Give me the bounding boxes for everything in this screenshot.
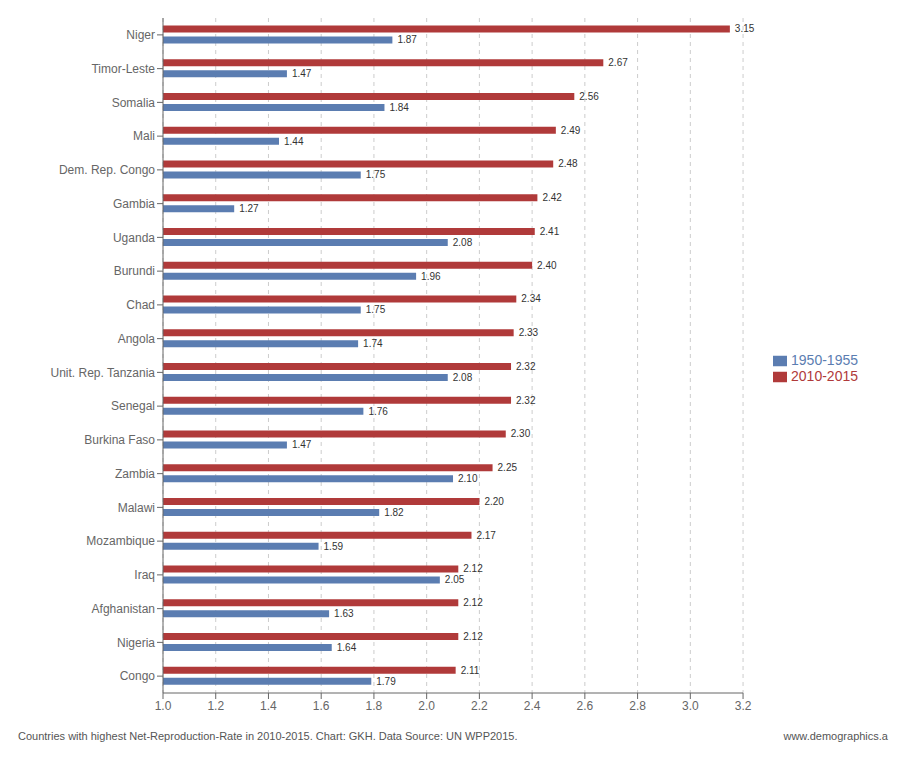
svg-text:1.8: 1.8	[366, 699, 383, 713]
svg-text:2.08: 2.08	[453, 237, 473, 248]
svg-text:2.20: 2.20	[484, 496, 504, 507]
svg-text:2.0: 2.0	[418, 699, 435, 713]
svg-text:2.32: 2.32	[516, 395, 536, 406]
svg-text:2.42: 2.42	[542, 192, 562, 203]
svg-text:2.12: 2.12	[463, 563, 483, 574]
svg-text:2.33: 2.33	[519, 327, 539, 338]
svg-text:1.0: 1.0	[155, 699, 172, 713]
svg-text:Malawi: Malawi	[118, 501, 155, 515]
svg-text:1.75: 1.75	[366, 169, 386, 180]
svg-text:1.75: 1.75	[366, 304, 386, 315]
svg-text:Timor-Leste: Timor-Leste	[91, 62, 155, 76]
svg-text:Burundi: Burundi	[114, 264, 155, 278]
svg-text:2.40: 2.40	[537, 260, 557, 271]
svg-text:Nigeria: Nigeria	[117, 636, 155, 650]
svg-text:Dem. Rep. Congo: Dem. Rep. Congo	[59, 163, 155, 177]
svg-text:1.87: 1.87	[397, 34, 417, 45]
svg-text:1.44: 1.44	[284, 136, 304, 147]
svg-text:2.67: 2.67	[608, 57, 628, 68]
svg-text:1.96: 1.96	[421, 271, 441, 282]
svg-text:2.12: 2.12	[463, 597, 483, 608]
svg-text:2.8: 2.8	[629, 699, 646, 713]
html-text:2010-2015: 2010-2015	[791, 368, 858, 384]
html-text:Countries with highest Net-Rep: Countries with highest Net-Reproduction-…	[18, 730, 518, 742]
svg-text:2.49: 2.49	[561, 125, 581, 136]
svg-text:2.10: 2.10	[458, 473, 478, 484]
svg-text:2.6: 2.6	[577, 699, 594, 713]
svg-text:1.82: 1.82	[384, 507, 404, 518]
svg-text:Burkina Faso: Burkina Faso	[84, 433, 155, 447]
svg-text:1.74: 1.74	[363, 338, 383, 349]
svg-text:2.05: 2.05	[445, 574, 465, 585]
svg-text:2.17: 2.17	[476, 530, 496, 541]
svg-text:2.34: 2.34	[521, 293, 541, 304]
svg-text:1.4: 1.4	[260, 699, 277, 713]
svg-text:Mozambique: Mozambique	[86, 534, 155, 548]
svg-text:Gambia: Gambia	[113, 197, 155, 211]
svg-text:1.79: 1.79	[376, 676, 396, 687]
svg-text:Zambia: Zambia	[115, 467, 155, 481]
svg-text:3.0: 3.0	[682, 699, 699, 713]
svg-text:Angola: Angola	[118, 332, 156, 346]
svg-text:2.11: 2.11	[461, 665, 480, 676]
html-text:1950-1955: 1950-1955	[791, 351, 858, 368]
svg-text:Niger: Niger	[126, 28, 155, 42]
svg-text:1.47: 1.47	[292, 68, 312, 79]
svg-text:2.41: 2.41	[540, 226, 560, 237]
svg-text:1.27: 1.27	[239, 203, 259, 214]
svg-text:2.12: 2.12	[463, 631, 483, 642]
svg-text:1.84: 1.84	[389, 102, 409, 113]
svg-text:Unit. Rep. Tanzania: Unit. Rep. Tanzania	[50, 366, 155, 380]
svg-text:Somalia: Somalia	[112, 96, 156, 110]
svg-text:3.2: 3.2	[735, 699, 752, 713]
svg-text:1.2: 1.2	[207, 699, 224, 713]
html-text:www.demographics.a: www.demographics.a	[783, 730, 888, 742]
svg-text:Congo: Congo	[120, 669, 156, 683]
svg-text:Afghanistan: Afghanistan	[92, 602, 155, 616]
svg-text:2.32: 2.32	[516, 361, 536, 372]
svg-text:2.08: 2.08	[453, 372, 473, 383]
svg-text:2.56: 2.56	[579, 91, 599, 102]
svg-text:1.59: 1.59	[324, 541, 344, 552]
svg-text:Iraq: Iraq	[134, 568, 155, 582]
svg-text:Mali: Mali	[133, 129, 155, 143]
svg-text:2.25: 2.25	[498, 462, 518, 473]
svg-text:3.15: 3.15	[735, 23, 755, 34]
svg-text:2.2: 2.2	[471, 699, 488, 713]
svg-text:1.64: 1.64	[337, 642, 357, 653]
svg-text:1.76: 1.76	[368, 406, 388, 417]
svg-text:2.48: 2.48	[558, 158, 578, 169]
svg-text:1.6: 1.6	[313, 699, 330, 713]
svg-text:2.4: 2.4	[524, 699, 541, 713]
svg-text:Uganda: Uganda	[113, 231, 155, 245]
svg-text:1.47: 1.47	[292, 439, 312, 450]
svg-text:2.30: 2.30	[511, 428, 531, 439]
svg-text:1.63: 1.63	[334, 608, 354, 619]
svg-text:Chad: Chad	[126, 298, 155, 312]
svg-text:Senegal: Senegal	[111, 399, 155, 413]
